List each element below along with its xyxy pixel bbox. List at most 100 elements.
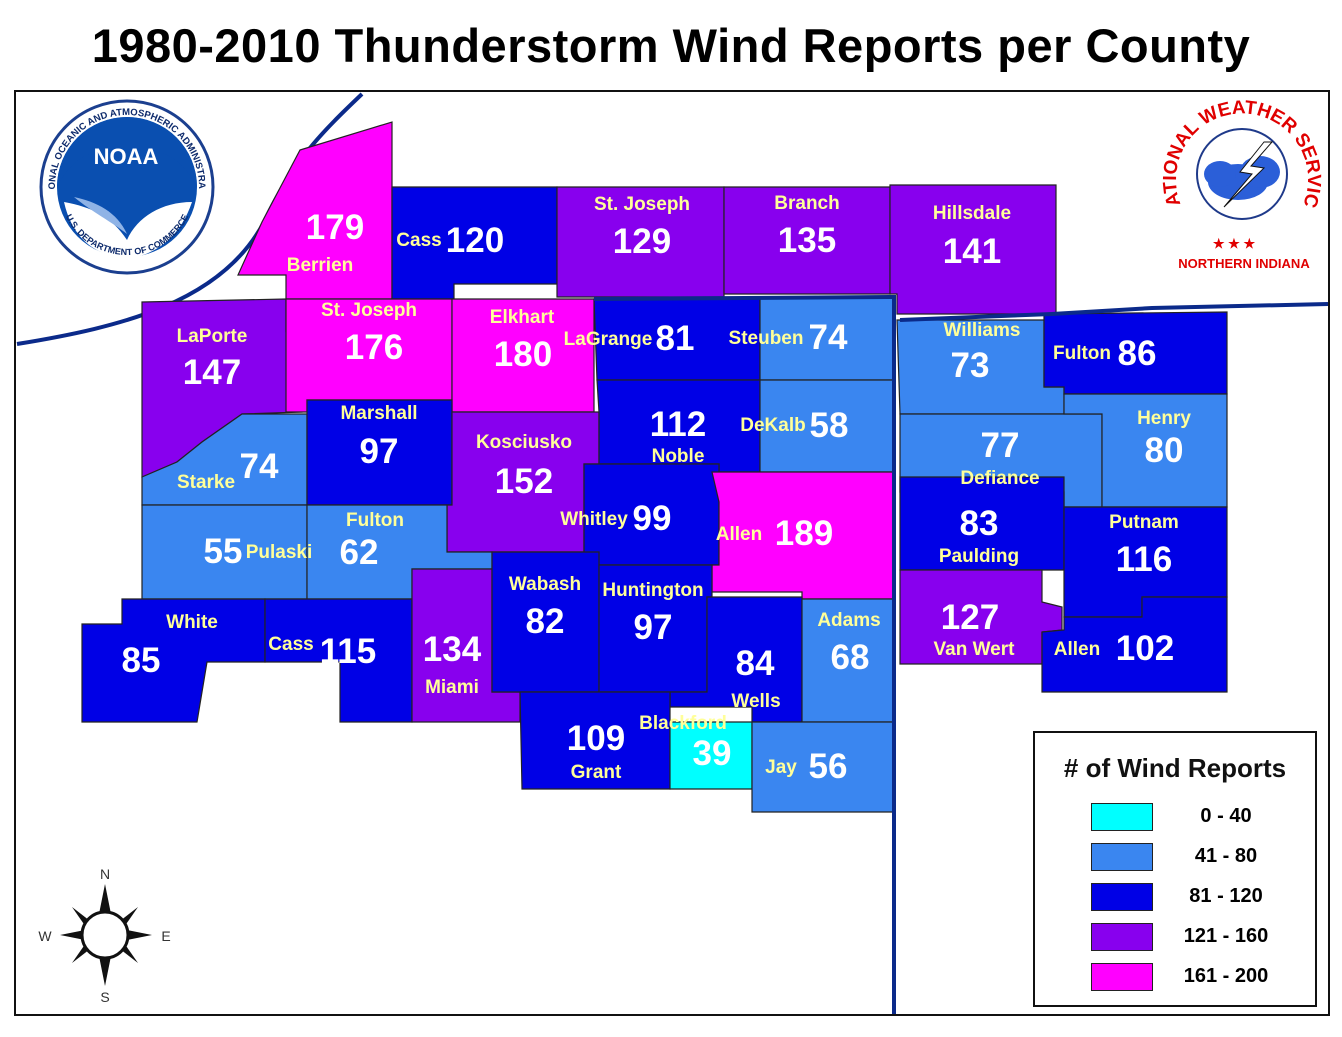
legend-row: 121 - 160 — [1091, 923, 1291, 953]
county-label-name: St. Joseph — [594, 194, 690, 215]
legend-label: 0 - 40 — [1200, 805, 1252, 827]
county-label-name: Allen — [1054, 639, 1100, 660]
county-label-value: 74 — [809, 318, 848, 357]
county-label-name: Defiance — [960, 468, 1039, 489]
nws-subtitle: NORTHERN INDIANA — [1178, 256, 1310, 271]
state-lines — [593, 294, 1328, 1014]
county-label-value: 115 — [320, 632, 376, 671]
county-label-name: Henry — [1137, 408, 1191, 429]
county-label-value: 134 — [423, 630, 482, 669]
county-hillsdale — [889, 184, 1057, 315]
legend-row: 0 - 40 — [1091, 803, 1291, 833]
nws-stars: ★ ★ ★ — [1213, 236, 1256, 251]
county-label-name: Van Wert — [934, 639, 1016, 660]
compass-rose: N S E W — [38, 866, 170, 1005]
county-label-value: 58 — [810, 406, 849, 445]
county-label-value: 81 — [656, 319, 695, 358]
noaa-logo: NATIONAL OCEANIC AND ATMOSPHERIC ADMINIS… — [16, 92, 215, 275]
county-label-name: Blackford — [639, 713, 727, 734]
county-label-value: 77 — [981, 426, 1020, 465]
county-label-name: Putnam — [1109, 512, 1179, 533]
county-label-name: Branch — [774, 193, 839, 214]
county-label-name: LaGrange — [564, 329, 653, 350]
county-label-name: Jay — [765, 757, 797, 778]
county-label-name: Hillsdale — [933, 203, 1011, 224]
county-label-value: 97 — [360, 432, 399, 471]
county-label-value: 147 — [183, 353, 241, 392]
legend-row: 41 - 80 — [1091, 843, 1291, 873]
lake-shoreline — [16, 92, 364, 346]
county-label-name: Adams — [817, 610, 880, 631]
compass-s: S — [100, 989, 109, 1005]
county-label-value: 129 — [613, 222, 671, 261]
legend-label: 161 - 200 — [1183, 965, 1269, 987]
compass-w: W — [38, 928, 52, 944]
county-label-value: 176 — [345, 328, 403, 367]
county-label-value: 127 — [941, 598, 999, 637]
legend-swatch — [1091, 803, 1153, 831]
county-label-name: White — [166, 612, 218, 633]
county-label-value: 84 — [736, 644, 775, 683]
county-label-value: 179 — [306, 208, 364, 247]
county-label-value: 80 — [1145, 431, 1184, 470]
county-label-name: Miami — [425, 677, 479, 698]
county-label-name: Fulton — [346, 510, 404, 531]
county-label-name: Huntington — [602, 580, 703, 601]
county-label-name: Kosciusko — [476, 432, 572, 453]
county-label-name: Williams — [944, 320, 1021, 341]
county-label-value: 56 — [809, 747, 848, 786]
county-label-name: DeKalb — [740, 415, 805, 436]
legend-label: 81 - 120 — [1189, 885, 1263, 907]
county-label-name: Berrien — [287, 255, 354, 276]
county-label-value: 39 — [693, 734, 732, 773]
legend-label: 121 - 160 — [1183, 925, 1269, 947]
legend-swatch — [1091, 963, 1153, 991]
map-frame: Berrien 179 Cass 120 St. Joseph 129 Bran… — [14, 90, 1330, 1016]
county-label-value: 82 — [526, 602, 565, 641]
county-label-value: 83 — [960, 504, 999, 543]
compass-n: N — [100, 866, 110, 882]
county-label-name: Steuben — [729, 328, 804, 349]
legend-row: 161 - 200 — [1091, 963, 1291, 993]
county-label-value: 135 — [778, 221, 836, 260]
county-label-value: 141 — [943, 232, 1001, 271]
county-label-value: 120 — [446, 221, 504, 260]
county-label-value: 109 — [567, 719, 625, 758]
county-label-name: Wells — [731, 691, 780, 712]
county-label-value: 62 — [340, 533, 379, 572]
county-label-value: 180 — [494, 335, 552, 374]
county-label-value: 85 — [122, 641, 161, 680]
county-map: Berrien 179 Cass 120 St. Joseph 129 Bran… — [16, 92, 1328, 1014]
page-title: 1980-2010 Thunderstorm Wind Reports per … — [91, 19, 1251, 72]
county-label-value: 116 — [1116, 540, 1172, 579]
county-label-name: Noble — [652, 446, 705, 467]
county-label-name: Allen — [716, 524, 762, 545]
legend-title: # of Wind Reports — [1063, 753, 1287, 783]
legend-swatch — [1091, 883, 1153, 911]
county-label-name: Cass — [396, 230, 441, 251]
compass-e: E — [161, 928, 170, 944]
noaa-center-text: NOAA — [94, 144, 159, 169]
county-label-name: Whitley — [560, 509, 628, 530]
legend: # of Wind Reports 0 - 40 41 - 80 81 - 12… — [1033, 731, 1317, 1007]
county-label-name: Fulton — [1053, 343, 1111, 364]
county-label-value: 102 — [1116, 629, 1174, 668]
county-label-name: St. Joseph — [321, 300, 417, 321]
county-label-value: 152 — [495, 462, 553, 501]
legend-swatch — [1091, 843, 1153, 871]
county-label-name: Marshall — [340, 403, 417, 424]
county-label-name: Elkhart — [490, 307, 555, 328]
legend-label: 41 - 80 — [1194, 845, 1258, 867]
county-label-value: 55 — [204, 532, 243, 571]
county-label-value: 68 — [831, 638, 870, 677]
county-label-name: Cass — [268, 634, 313, 655]
county-label-name: LaPorte — [177, 326, 248, 347]
county-label-name: Starke — [177, 472, 235, 493]
county-label-value: 74 — [240, 447, 279, 486]
county-label-value: 86 — [1118, 334, 1157, 373]
county-label-value: 73 — [951, 346, 990, 385]
county-label-name: Wabash — [509, 574, 581, 595]
county-label-value: 112 — [650, 405, 706, 444]
county-label-name: Paulding — [939, 546, 1019, 567]
county-berrien — [237, 121, 393, 300]
